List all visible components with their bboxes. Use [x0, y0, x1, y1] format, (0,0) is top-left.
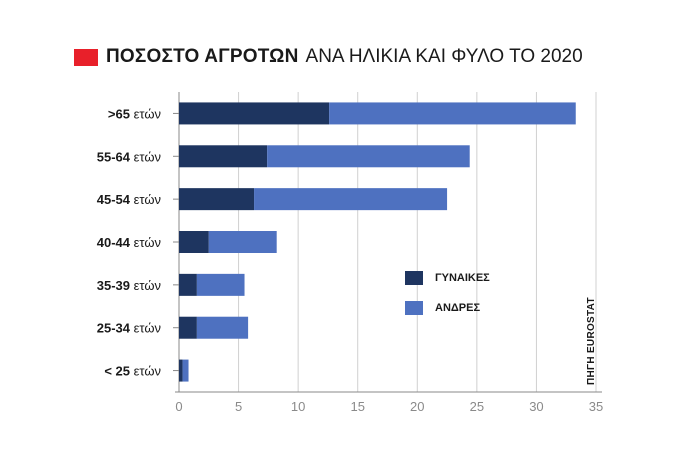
- x-tick-label-10: 10: [291, 399, 305, 414]
- legend-item-men: ΑΝΔΡΕΣ: [405, 300, 490, 316]
- bar-men: [196, 273, 245, 296]
- bar-men: [182, 359, 189, 382]
- y-category-num: 25-34: [97, 321, 131, 336]
- y-category-label: 35-39 ετών: [97, 278, 161, 293]
- bar-men: [196, 316, 249, 339]
- bar-men: [208, 231, 277, 253]
- x-tick-label-5: 5: [235, 399, 242, 414]
- legend-swatch-women: [405, 271, 423, 285]
- y-category-label: >65 ετών: [108, 106, 161, 121]
- y-category-unit: ετών: [130, 192, 161, 207]
- y-category-unit: ετών: [130, 235, 161, 250]
- y-category-unit: ετών: [130, 278, 161, 293]
- y-category-label: < 25 ετών: [104, 364, 161, 379]
- x-tick-label-25: 25: [470, 399, 484, 414]
- x-tick-label-35: 35: [589, 399, 603, 414]
- legend-item-women: ΓΥΝΑΙΚΕΣ: [405, 270, 490, 286]
- legend-label-women: ΓΥΝΑΙΚΕΣ: [435, 272, 490, 284]
- bar-women: [179, 316, 197, 339]
- bar-women: [179, 231, 209, 253]
- title-bold-text: ΠΟΣΟΣΤΟ ΑΓΡΟΤΩΝ: [106, 46, 299, 67]
- y-category-unit: ετών: [130, 106, 161, 121]
- bar-men: [267, 145, 470, 168]
- y-category-label: 25-34 ετών: [97, 321, 161, 336]
- bar-men: [329, 102, 576, 125]
- x-tick-label-20: 20: [410, 399, 424, 414]
- bar-men: [254, 188, 448, 211]
- x-tick-label-0: 0: [175, 399, 182, 414]
- y-category-num: 45-54: [97, 192, 131, 207]
- y-category-label: 40-44 ετών: [97, 235, 161, 250]
- bar-women: [179, 102, 330, 125]
- y-category-label: 55-64 ετών: [97, 149, 161, 164]
- bar-women: [179, 273, 197, 296]
- source-note: ΠΗΓΗ EUROSTAT: [586, 297, 597, 385]
- bar-women: [179, 145, 268, 168]
- bar-women: [179, 188, 255, 211]
- y-category-num: >65: [108, 106, 130, 121]
- y-category-num: 40-44: [97, 235, 131, 250]
- y-category-unit: ετών: [130, 149, 161, 164]
- title-accent-mark: [74, 48, 98, 66]
- title-regular-text: ΑΝΑ ΗΛΙΚΙΑ ΚΑΙ ΦΥΛΟ ΤΟ 2020: [305, 46, 583, 67]
- y-category-unit: ετών: [130, 321, 161, 336]
- chart-title: ΠΟΣΟΣΤΟ ΑΓΡΟΤΩΝ ΑΝΑ ΗΛΙΚΙΑ ΚΑΙ ΦΥΛΟ ΤΟ 2…: [74, 46, 583, 68]
- y-category-num: < 25: [104, 364, 130, 379]
- x-tick-label-30: 30: [529, 399, 543, 414]
- y-category-unit: ετών: [130, 364, 161, 379]
- x-tick-label-15: 15: [350, 399, 364, 414]
- y-category-num: 55-64: [97, 149, 131, 164]
- y-category-num: 35-39: [97, 278, 130, 293]
- legend-swatch-men: [405, 301, 423, 315]
- chart-legend: ΓΥΝΑΙΚΕΣ ΑΝΔΡΕΣ: [405, 270, 490, 330]
- bar-women: [179, 359, 183, 382]
- y-category-label: 45-54 ετών: [97, 192, 161, 207]
- legend-label-men: ΑΝΔΡΕΣ: [435, 302, 481, 314]
